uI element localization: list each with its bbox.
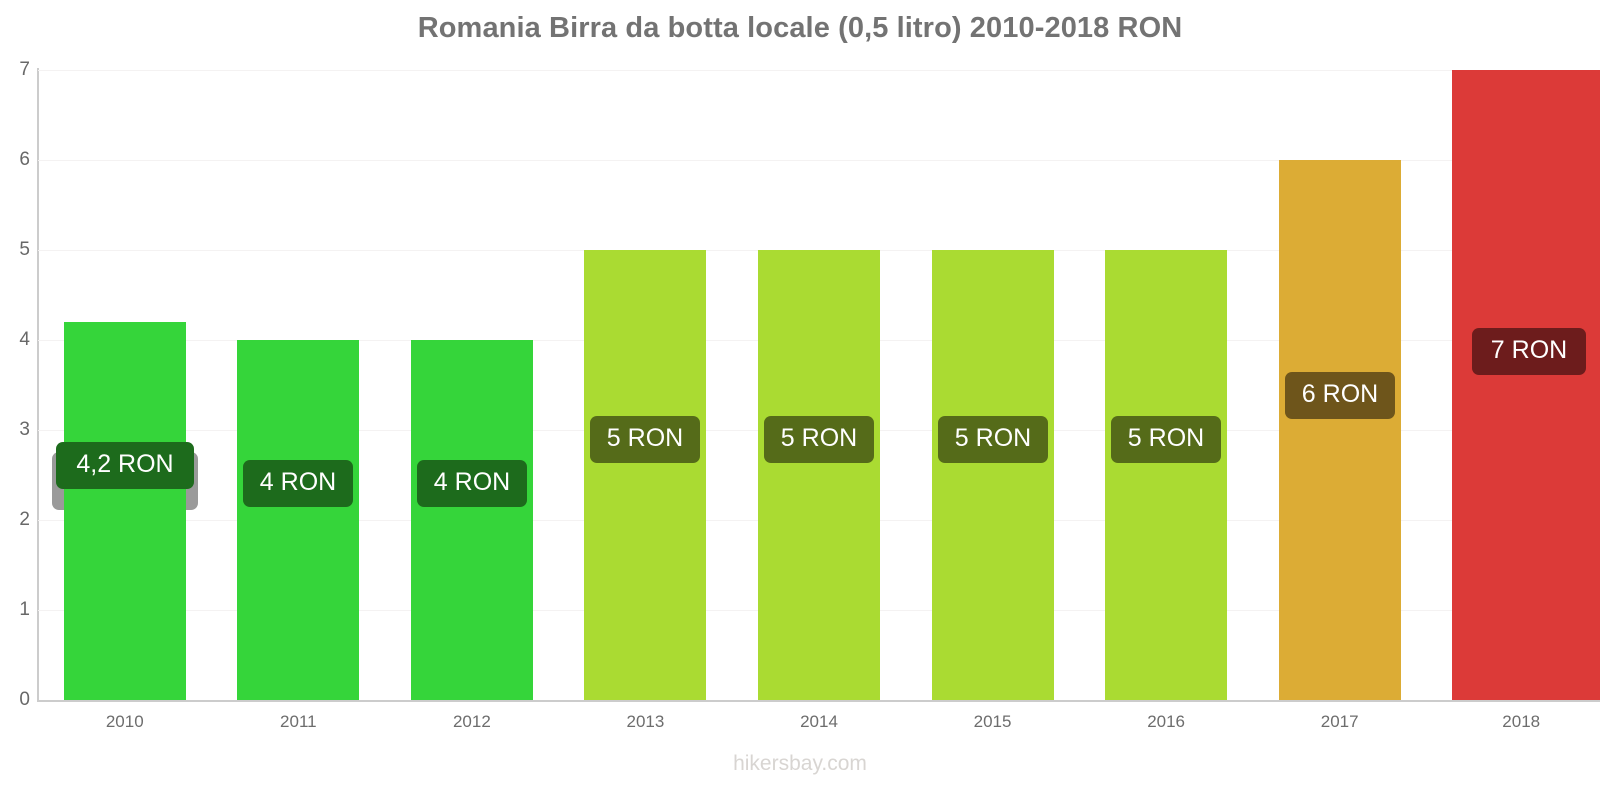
bar-value-label-2018: 7 RON xyxy=(1472,328,1586,375)
y-tick-label-2: 2 xyxy=(19,509,30,530)
bar-2014[interactable] xyxy=(758,250,880,700)
source-credit: hikersbay.com xyxy=(733,752,867,775)
gridline-6 xyxy=(38,160,1600,161)
bar-value-label-2016: 5 RON xyxy=(1111,416,1221,463)
x-tick-label-2014: 2014 xyxy=(800,712,838,731)
x-tick-label-2010: 2010 xyxy=(105,712,144,731)
bar-value-label-2010: 4,2 RON xyxy=(56,442,194,489)
bar-2013[interactable] xyxy=(584,250,706,700)
y-tick-label-6: 6 xyxy=(19,149,30,170)
chart-title: Romania Birra da botta locale (0,5 litro… xyxy=(417,12,1183,44)
x-tick-label-2011: 2011 xyxy=(280,712,317,731)
y-tick-label-4: 4 xyxy=(19,329,30,350)
bar-2016[interactable] xyxy=(1105,250,1227,700)
bar-2017[interactable] xyxy=(1279,160,1401,700)
bar-value-label-2013: 5 RON xyxy=(590,416,700,463)
gridline-0 xyxy=(38,700,1600,702)
bar-value-label-2012: 4 RON xyxy=(417,460,527,507)
bar-2018[interactable] xyxy=(1452,70,1600,700)
x-tick-label-2017: 2017 xyxy=(1320,712,1359,731)
bar-2011[interactable] xyxy=(237,340,359,700)
bar-value-label-2015: 5 RON xyxy=(938,416,1048,463)
bar-2010[interactable] xyxy=(64,322,186,700)
x-tick-label-2015: 2015 xyxy=(973,712,1012,731)
bar-2015[interactable] xyxy=(932,250,1054,700)
gridline-7 xyxy=(38,70,1600,71)
y-tick-label-3: 3 xyxy=(19,419,30,440)
bar-value-label-2014: 5 RON xyxy=(764,416,874,463)
y-tick-label-1: 1 xyxy=(19,599,30,620)
bar-value-label-2011: 4 RON xyxy=(243,460,353,507)
y-tick-label-5: 5 xyxy=(19,239,30,260)
x-tick-label-2012: 2012 xyxy=(452,712,491,731)
bar-2012[interactable] xyxy=(411,340,533,700)
y-tick-label-0: 0 xyxy=(19,689,30,710)
y-tick-label-7: 7 xyxy=(19,59,30,80)
bar-value-label-2017: 6 RON xyxy=(1285,372,1395,419)
x-tick-label-2016: 2016 xyxy=(1147,712,1186,731)
y-axis-line xyxy=(37,68,39,702)
x-tick-label-2018: 2018 xyxy=(1502,712,1541,731)
x-tick-label-2013: 2013 xyxy=(626,712,665,731)
